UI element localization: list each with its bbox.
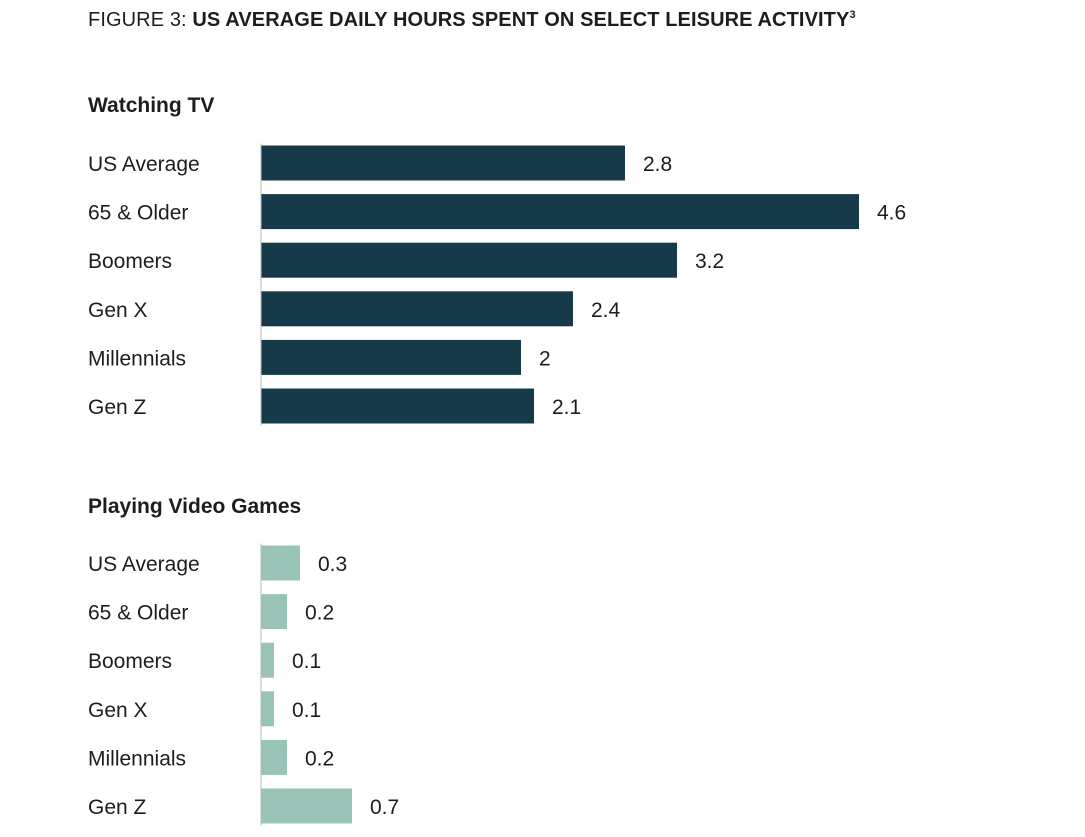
value-label: 0.1: [292, 699, 321, 722]
value-label: 2: [539, 347, 551, 370]
bar: [261, 788, 352, 824]
bar: [261, 594, 287, 630]
figure-title: FIGURE 3: US AVERAGE DAILY HOURS SPENT O…: [88, 9, 856, 32]
value-label: 4.6: [877, 202, 906, 225]
value-label: 0.3: [318, 553, 347, 576]
chart-1: Watching TV US Average 2.8 65 & Older 4.6 Boo…: [88, 94, 906, 426]
figure-title-main: US AVERAGE DAILY HOURS SPENT ON SELECT L…: [192, 9, 850, 31]
bar: [261, 291, 573, 327]
category-label: Millennials: [88, 747, 186, 770]
value-label: 0.7: [370, 796, 399, 819]
figure-title-prefix: FIGURE 3:: [88, 9, 193, 31]
bar: [261, 388, 534, 424]
category-label: Gen X: [88, 299, 148, 322]
bar: [261, 145, 625, 181]
category-label: Millennials: [88, 347, 186, 370]
bar: [261, 242, 677, 278]
bar: [261, 739, 287, 775]
chart-title: Watching TV: [88, 94, 214, 117]
chart-2: Playing Video Games US Average 0.3 65 & Old…: [88, 495, 399, 826]
value-label: 2.8: [643, 153, 672, 176]
value-label: 0.2: [305, 602, 334, 625]
category-label: 65 & Older: [88, 602, 188, 625]
category-label: Boomers: [88, 650, 172, 673]
value-label: 2.4: [591, 299, 621, 322]
category-label: Gen Z: [88, 396, 147, 419]
chart-title: Playing Video Games: [88, 495, 301, 518]
bar: [261, 691, 274, 727]
value-label: 3.2: [695, 250, 724, 273]
category-label: Gen Z: [88, 796, 147, 819]
bar: [261, 339, 521, 375]
bar: [261, 545, 300, 581]
category-label: 65 & Older: [88, 202, 188, 225]
category-label: US Average: [88, 153, 200, 176]
bar: [261, 194, 859, 230]
figure-title-footnote-mark: 3: [849, 9, 856, 21]
value-label: 2.1: [552, 396, 581, 419]
bar: [261, 642, 274, 678]
category-label: Boomers: [88, 250, 172, 273]
category-label: Gen X: [88, 699, 148, 722]
value-label: 0.2: [305, 747, 334, 770]
category-label: US Average: [88, 553, 200, 576]
value-label: 0.1: [292, 650, 321, 673]
